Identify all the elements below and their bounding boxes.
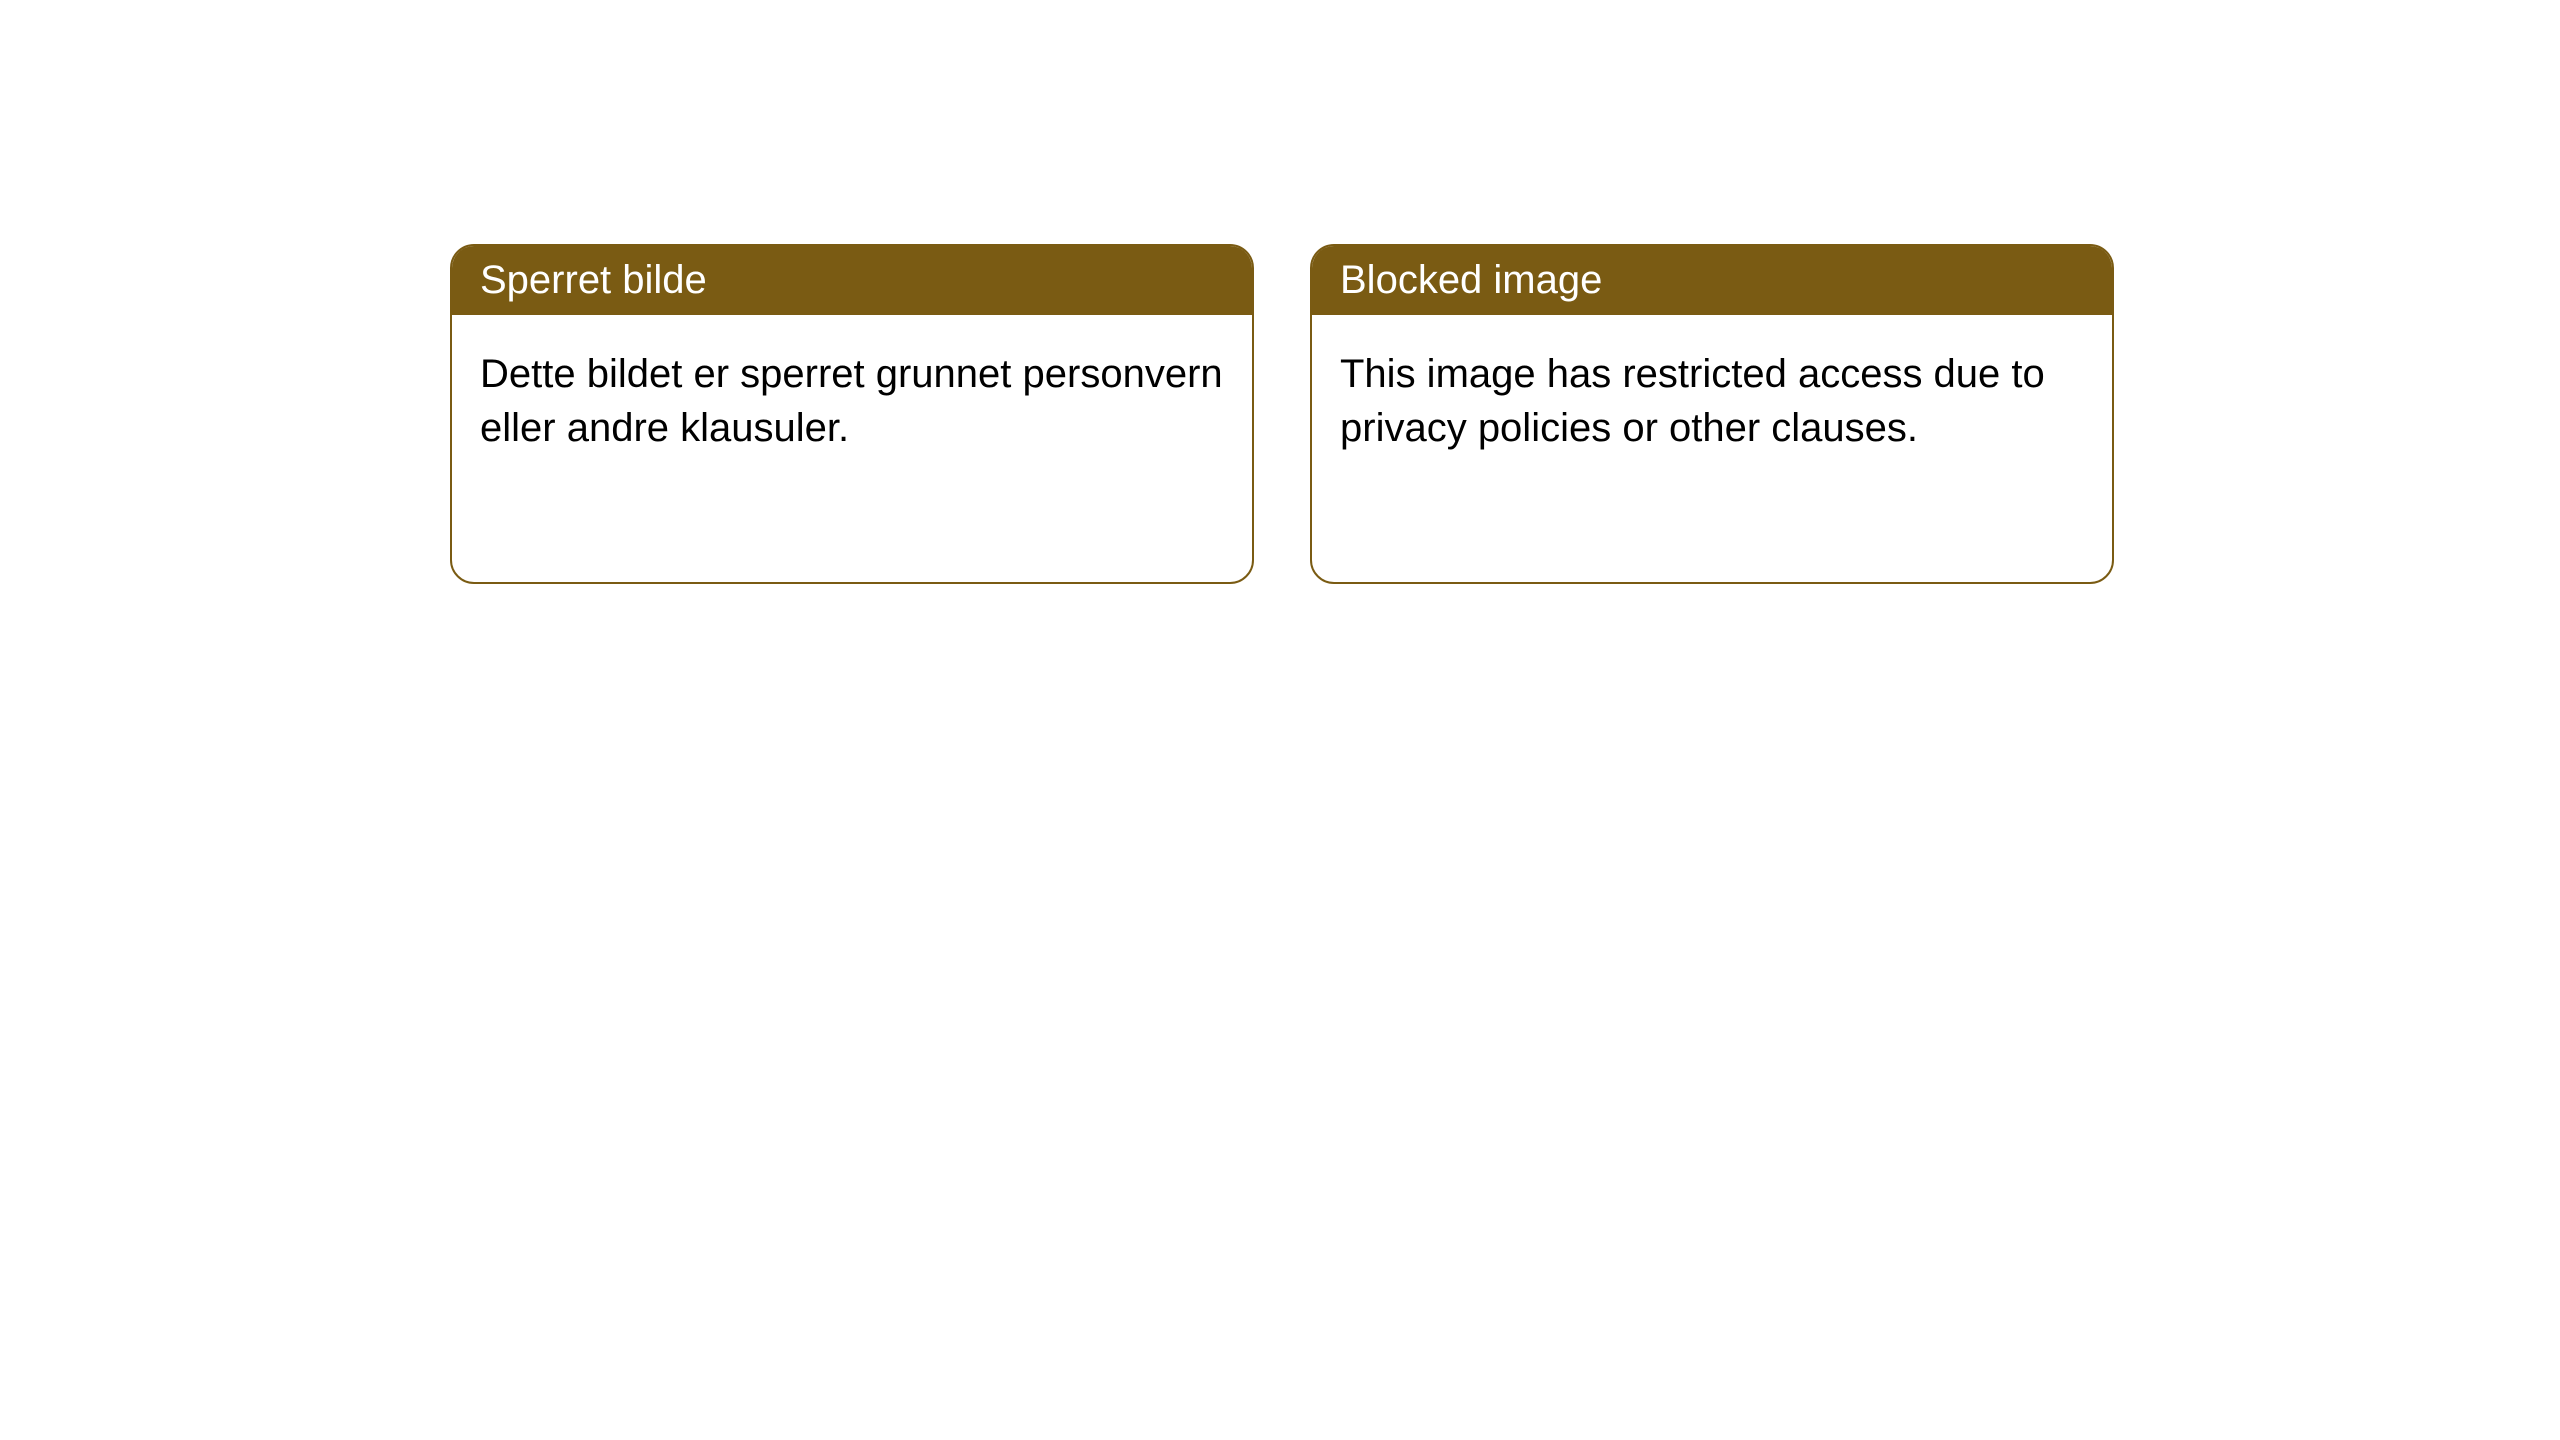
notice-body: This image has restricted access due to … (1312, 315, 2112, 487)
notice-card-norwegian: Sperret bilde Dette bildet er sperret gr… (450, 244, 1254, 584)
notice-container: Sperret bilde Dette bildet er sperret gr… (0, 0, 2560, 584)
notice-card-english: Blocked image This image has restricted … (1310, 244, 2114, 584)
notice-title: Blocked image (1312, 246, 2112, 315)
notice-body: Dette bildet er sperret grunnet personve… (452, 315, 1252, 487)
notice-title: Sperret bilde (452, 246, 1252, 315)
